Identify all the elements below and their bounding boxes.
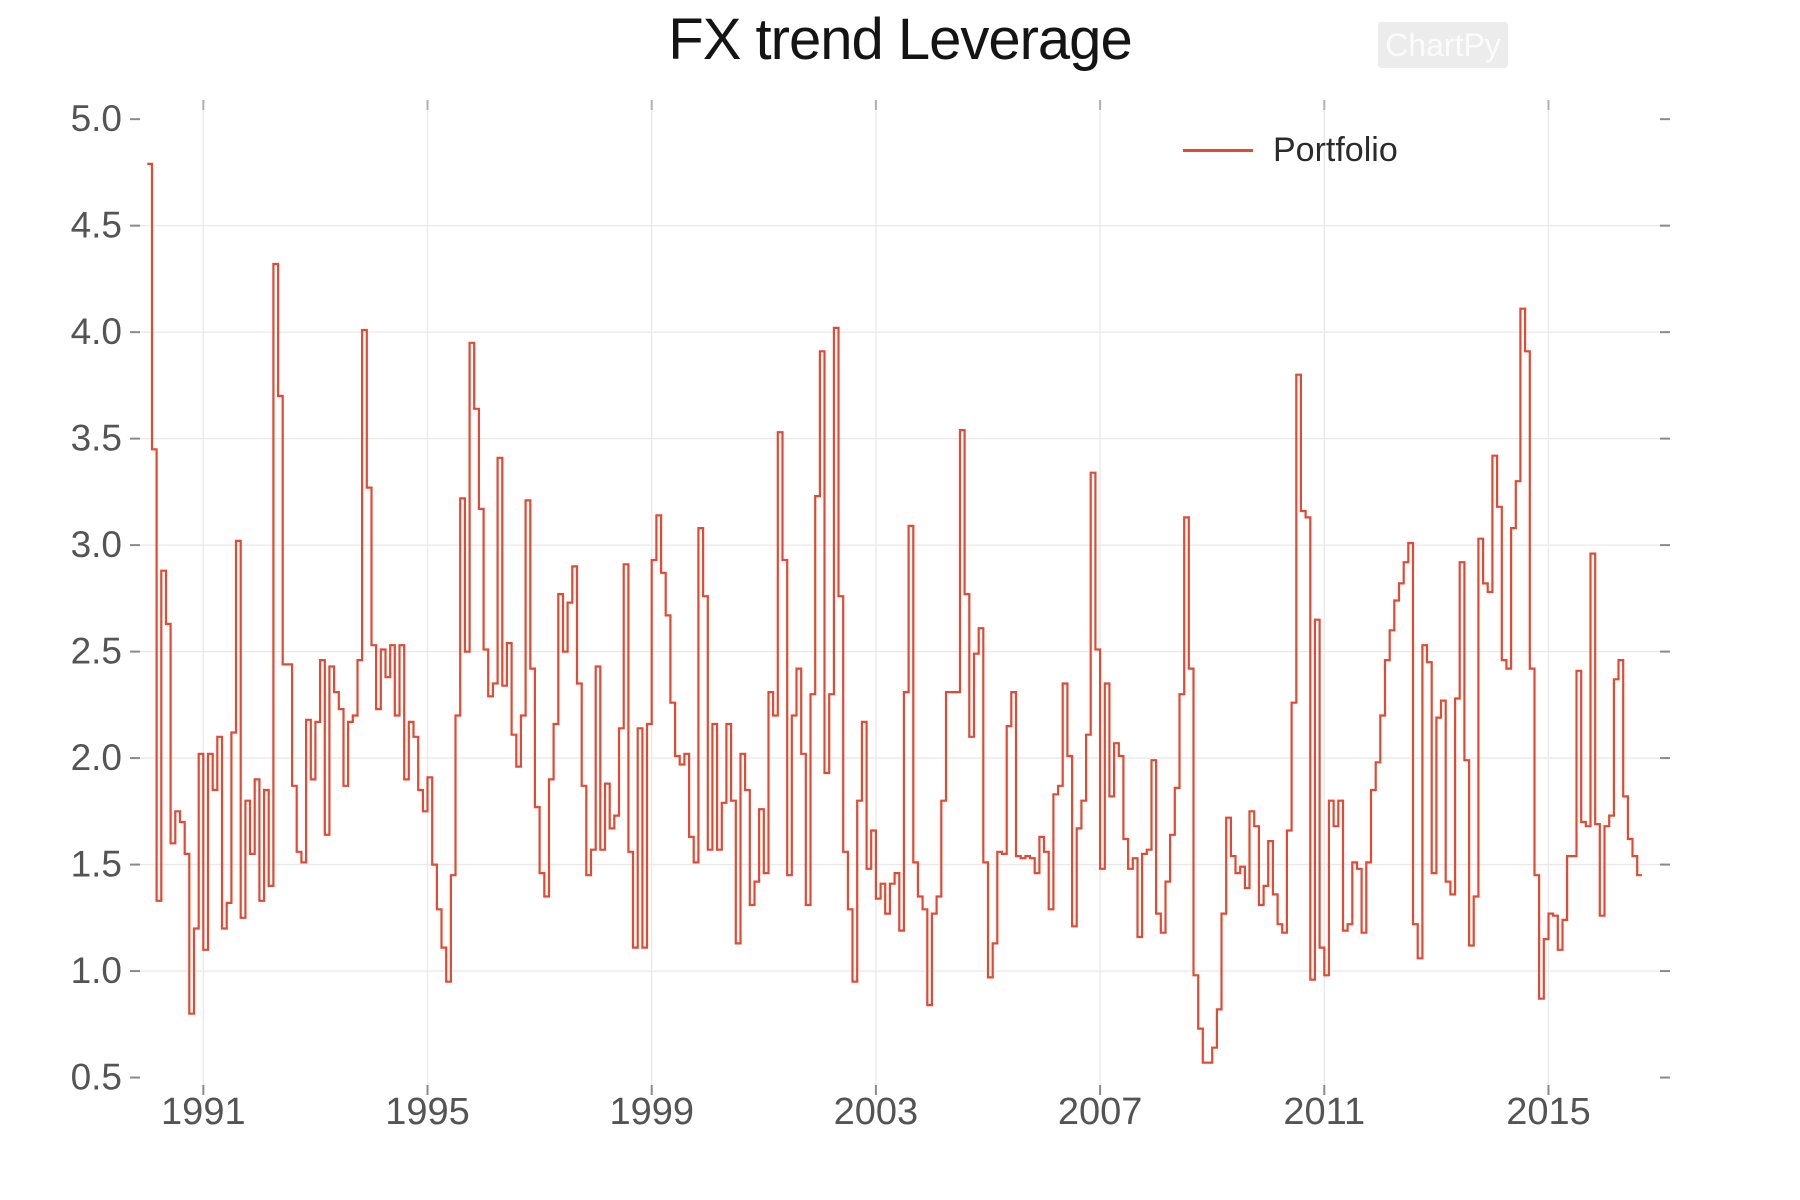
x-tick-label: 2011 <box>1283 1091 1365 1133</box>
x-tick-label: 1991 <box>161 1091 246 1133</box>
legend-label-portfolio: Portfolio <box>1273 131 1398 169</box>
watermark-badge: ChartPy <box>1378 22 1508 68</box>
y-tick-label: 2.0 <box>71 737 122 778</box>
y-tick-label: 4.0 <box>71 311 122 352</box>
x-tick-label: 2015 <box>1506 1091 1591 1133</box>
y-tick-label: 2.5 <box>71 631 122 672</box>
x-tick-label: 1995 <box>385 1091 470 1133</box>
y-tick-label: 4.5 <box>71 205 122 246</box>
x-tick-label: 2003 <box>834 1091 919 1133</box>
chart-title: FX trend Leverage <box>668 7 1132 72</box>
x-tick-label: 2007 <box>1058 1091 1143 1133</box>
y-tick-label: 3.5 <box>71 418 122 459</box>
x-tick-label: 1999 <box>609 1091 694 1133</box>
y-tick-label: 3.0 <box>71 524 122 565</box>
legend: Portfolio <box>1183 131 1398 170</box>
portfolio-step-line <box>147 162 1642 1064</box>
y-tick-label: 5.0 <box>71 98 122 139</box>
y-tick-label: 1.0 <box>71 950 122 991</box>
y-tick-label: 1.5 <box>71 844 122 885</box>
legend-line-portfolio <box>1183 149 1253 152</box>
y-tick-label: 0.5 <box>71 1057 122 1098</box>
